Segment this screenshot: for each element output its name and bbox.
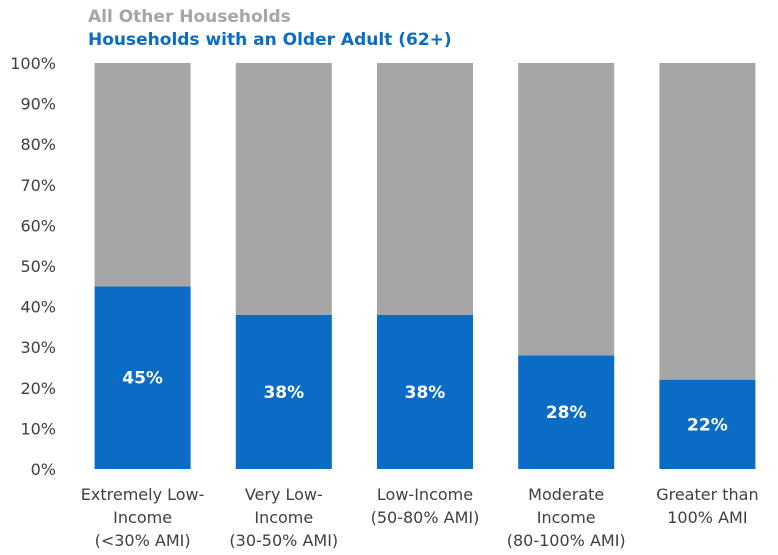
y-tick-label: 30% xyxy=(20,338,56,357)
x-category-label: Extremely Low-Income (<30% AMI) xyxy=(81,485,205,550)
x-category-label: Greater than 100% AMI xyxy=(656,485,758,527)
data-label: 38% xyxy=(405,383,446,403)
bar-all-other xyxy=(376,63,474,315)
y-tick-label: 50% xyxy=(20,257,56,276)
y-tick-label: 90% xyxy=(20,95,56,114)
bar-older-adult xyxy=(94,286,191,469)
legend-item-older-adult-households: Households with an Older Adult (62+) xyxy=(88,30,452,50)
y-tick-label: 100% xyxy=(10,54,56,73)
bar-all-other xyxy=(94,63,191,287)
legend: All Other Households Households with an … xyxy=(88,6,452,52)
y-tick-label: 80% xyxy=(20,135,56,154)
data-label: 38% xyxy=(263,383,304,403)
x-category-label: Low-Income (50-80% AMI) xyxy=(371,485,480,527)
bar-all-other xyxy=(235,63,332,315)
y-tick-label: 0% xyxy=(31,460,56,479)
data-label: 22% xyxy=(687,415,728,435)
y-tick-label: 20% xyxy=(20,379,56,398)
bar-all-other xyxy=(659,63,756,380)
bar-all-other xyxy=(518,63,615,356)
x-category-label: Moderate Income (80-100% AMI) xyxy=(507,485,626,550)
y-tick-label: 40% xyxy=(20,298,56,317)
y-tick-label: 60% xyxy=(20,216,56,235)
bar-older-adult xyxy=(659,379,756,469)
y-tick-label: 70% xyxy=(20,176,56,195)
bar-older-adult xyxy=(518,355,615,469)
legend-item-all-other-households: All Other Households xyxy=(88,7,291,27)
y-tick-label: 10% xyxy=(20,419,56,438)
data-label: 45% xyxy=(122,369,163,389)
data-label: 28% xyxy=(546,403,587,423)
x-category-label: Very Low-Income (30-50% AMI) xyxy=(229,485,338,550)
bar-older-adult xyxy=(376,314,474,469)
bar-older-adult xyxy=(235,314,332,469)
